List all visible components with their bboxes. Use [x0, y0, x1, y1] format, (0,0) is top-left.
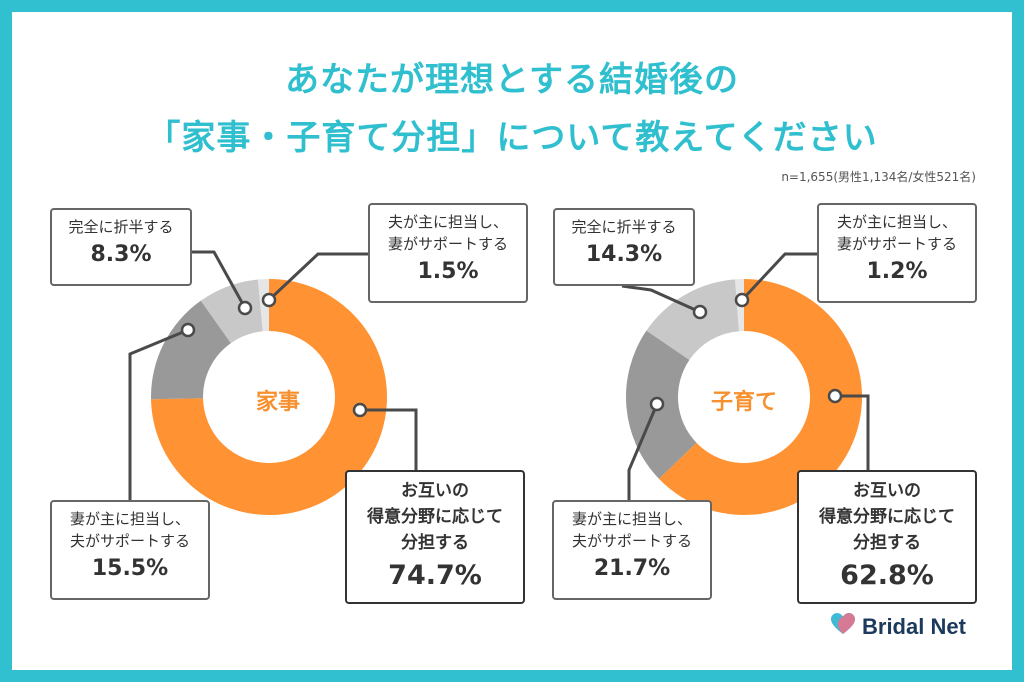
label-box-equal-share: お互いの 得意分野に応じて 分担する 74.7% — [345, 470, 525, 604]
label-text: 妻が主に担当し、 — [69, 510, 190, 528]
label-value: 21.7% — [593, 556, 671, 581]
leader-dot — [734, 292, 750, 308]
center-label-childcare: 子育て — [710, 390, 777, 415]
leader-dot — [352, 402, 368, 418]
leader-dot — [692, 304, 708, 320]
slice-equal-share — [659, 279, 862, 516]
leader-line — [740, 252, 817, 302]
leader-dot — [180, 322, 196, 338]
sample-size-note: n=1,655(男性1,134名/女性521名) — [781, 170, 976, 184]
slice-half — [200, 279, 263, 344]
label-text: 夫がサポートする — [69, 532, 190, 550]
label-box-half: 完全に折半する 8.3% — [50, 208, 192, 286]
leader-dot — [237, 300, 253, 316]
label-box-wife-main: 妻が主に担当し、 夫がサポートする 15.5% — [50, 500, 210, 600]
label-value: 74.7% — [388, 560, 482, 591]
heart-logo-icon — [830, 612, 856, 642]
slice-equal-share — [151, 279, 388, 516]
label-value: 62.8% — [840, 560, 934, 591]
label-value: 8.3% — [90, 242, 152, 267]
center-label-housework: 家事 — [255, 390, 300, 415]
label-box-half: 完全に折半する 14.3% — [553, 208, 695, 286]
title-line-2: 「家事・子育て分担」について教えてください — [146, 118, 878, 158]
label-box-husband-main: 夫が主に担当し、 妻がサポートする 1.5% — [368, 203, 528, 303]
label-box-husband-main: 夫が主に担当し、 妻がサポートする 1.2% — [817, 203, 977, 303]
leader-line — [627, 403, 659, 500]
title-line-1: あなたが理想とする結婚後の — [285, 60, 739, 100]
slice-half — [646, 279, 740, 360]
label-text: 得意分野に応じて — [367, 507, 503, 527]
label-text: 夫が主に担当し、 — [387, 213, 508, 231]
label-value: 1.2% — [866, 259, 928, 284]
leader-line — [192, 250, 247, 309]
label-value: 1.5% — [417, 259, 479, 284]
label-text: 妻がサポートする — [387, 235, 508, 253]
leader-dot — [261, 292, 277, 308]
label-box-wife-main: 妻が主に担当し、 夫がサポートする 21.7% — [552, 500, 712, 600]
label-text: 妻が主に担当し、 — [571, 510, 692, 528]
label-text: 妻がサポートする — [836, 235, 957, 253]
leader-line — [267, 252, 368, 302]
label-value: 15.5% — [91, 556, 169, 581]
label-text: 完全に折半する — [571, 218, 677, 236]
leader-dot — [649, 396, 665, 412]
label-text: お互いの — [401, 481, 469, 501]
label-box-equal-share: お互いの 得意分野に応じて 分担する 62.8% — [797, 470, 977, 604]
leader-line — [128, 328, 189, 500]
label-text: 得意分野に応じて — [819, 507, 955, 527]
brand-name: Bridal Net — [862, 614, 966, 639]
label-text: 完全に折半する — [68, 218, 174, 236]
label-value: 14.3% — [585, 242, 663, 267]
slice-husband-main — [257, 279, 269, 332]
label-text: お互いの — [853, 481, 921, 501]
slice-wife-main — [151, 300, 231, 400]
leader-line — [360, 408, 418, 470]
brand-logo: Bridal Net — [830, 612, 966, 642]
leader-line — [621, 284, 701, 314]
label-text: 夫が主に担当し、 — [836, 213, 957, 231]
leader-dot — [827, 388, 843, 404]
leader-line — [835, 394, 870, 470]
label-text: 夫がサポートする — [571, 532, 692, 550]
label-text: 分担する — [401, 533, 469, 553]
label-text: 分担する — [853, 533, 921, 553]
